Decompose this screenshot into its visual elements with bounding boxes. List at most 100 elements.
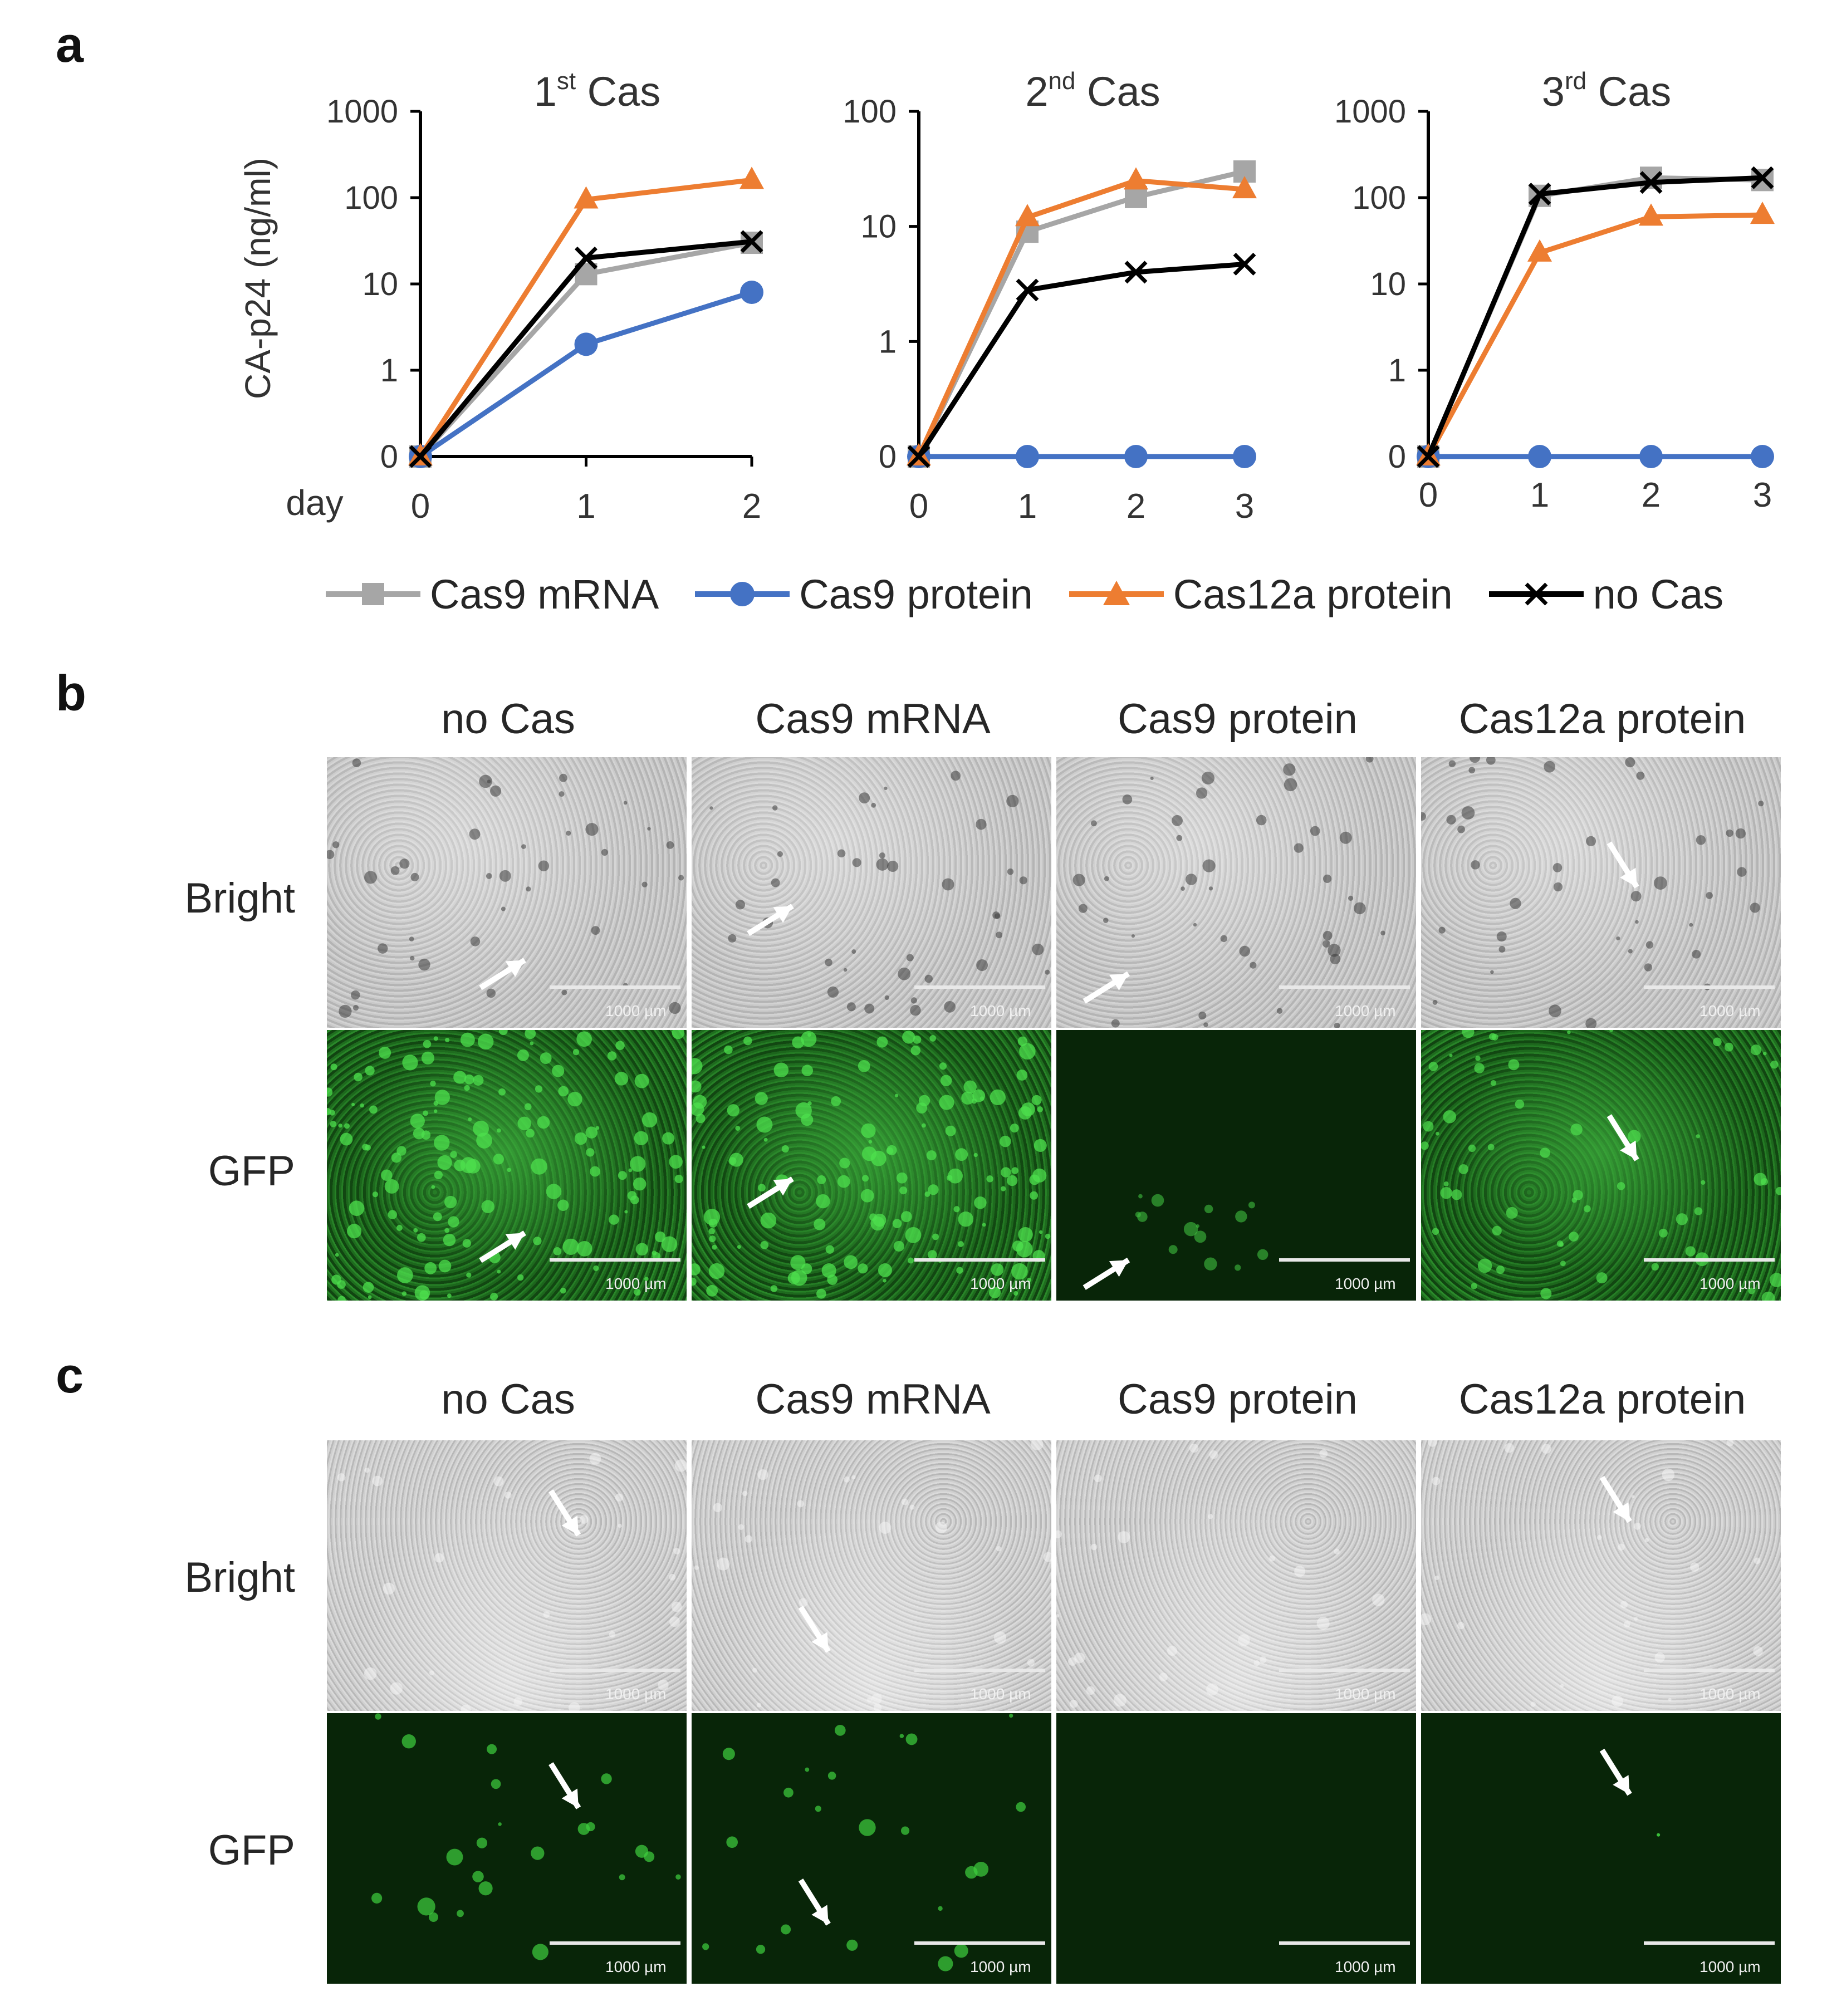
cell-spot	[1651, 1263, 1659, 1271]
cell-spot	[1471, 860, 1480, 870]
cell-spot	[572, 1049, 580, 1056]
cell-spot	[477, 1033, 494, 1050]
data-point-triangle	[574, 186, 599, 209]
cell-spot	[910, 1004, 921, 1016]
cell-spot	[340, 1132, 353, 1146]
cell-spot	[873, 1213, 886, 1227]
cell-spot	[1011, 1167, 1018, 1174]
cell-spot	[939, 1095, 954, 1110]
cell-spot	[939, 1062, 947, 1070]
cell-spot	[1515, 1099, 1525, 1109]
cell-spot	[497, 1269, 501, 1274]
y-tick-label: 1	[380, 352, 398, 389]
cell-spot	[1056, 1614, 1060, 1618]
cell-spot	[825, 958, 832, 967]
cell-spot	[1031, 1095, 1042, 1105]
cell-spot	[1585, 1018, 1597, 1028]
cell-spot	[1570, 1123, 1583, 1136]
scale-bar	[550, 1258, 680, 1262]
bright-field-image: 1000 µm	[1420, 756, 1782, 1029]
cell-spot	[908, 1257, 914, 1264]
data-point-circle	[1016, 445, 1039, 468]
cell-spot	[1168, 1245, 1178, 1254]
scale-bar	[914, 1669, 1045, 1672]
cell-spot	[708, 1228, 715, 1235]
cell-spot	[601, 848, 608, 856]
cell-spot	[1294, 1566, 1306, 1577]
cell-spot	[861, 1175, 869, 1182]
cell-spot	[1421, 1613, 1432, 1626]
cell-spot	[579, 1515, 589, 1524]
cell-spot	[954, 1944, 968, 1958]
cell-spot	[990, 1089, 1006, 1106]
micrograph-texture	[709, 771, 1050, 1016]
cell-spot	[1713, 1037, 1722, 1047]
cell-spot	[1636, 771, 1645, 780]
cell-spot	[1645, 941, 1654, 949]
cell-spot	[876, 858, 889, 871]
arrow-icon	[1083, 971, 1130, 1004]
data-point-x	[907, 445, 930, 468]
series-line	[419, 290, 753, 459]
cell-spot	[1696, 835, 1706, 845]
cell-spot	[371, 1892, 383, 1904]
cell-spot	[445, 1037, 450, 1043]
cell-spot	[402, 1054, 418, 1071]
cell-spot	[924, 1191, 930, 1197]
cell-spot	[868, 1140, 873, 1144]
micrograph-texture	[337, 1453, 687, 1711]
cell-spot	[1198, 1012, 1207, 1020]
x-tick-label: 0	[1419, 476, 1438, 514]
cell-spot	[859, 792, 870, 804]
cell-spot	[669, 1002, 681, 1014]
data-point-triangle	[739, 166, 764, 189]
cell-spot	[372, 1475, 383, 1487]
cell-spot	[1284, 778, 1297, 792]
cell-spot	[1070, 1699, 1078, 1708]
y-tick-label: 0	[1388, 439, 1406, 475]
series-line	[917, 261, 1245, 458]
cell-spot	[958, 1211, 974, 1227]
cell-spot	[791, 1269, 807, 1286]
cell-spot	[918, 1095, 930, 1107]
cell-spot	[866, 1697, 873, 1703]
y-tick-label: 10	[362, 266, 398, 302]
cell-spot	[618, 1523, 622, 1528]
cell-spot	[337, 1296, 346, 1301]
cell-spot	[953, 1206, 960, 1213]
data-point-triangle	[1124, 167, 1148, 190]
cell-spot	[674, 1459, 687, 1472]
cell-spot	[1468, 1144, 1476, 1152]
cell-spot	[1421, 812, 1426, 821]
cell-spot	[434, 1170, 443, 1180]
cell-spot	[858, 1059, 870, 1072]
data-point-x	[740, 230, 763, 253]
row-label-bright: Bright	[184, 875, 295, 922]
data-point-circle	[740, 281, 763, 305]
cell-spot	[792, 1036, 805, 1049]
cell-spot	[1091, 820, 1097, 827]
cell-spot	[1461, 806, 1475, 820]
cell-spot	[1701, 1180, 1706, 1185]
x-tick-label: 0	[909, 487, 928, 526]
scale-bar	[1644, 985, 1775, 989]
cell-spot	[692, 1058, 703, 1075]
cell-spot	[1616, 936, 1620, 941]
cell-spot	[574, 1132, 587, 1145]
cell-spot	[364, 871, 378, 884]
cell-spot	[1150, 776, 1154, 781]
cell-spot	[760, 1212, 777, 1229]
cell-spot	[757, 1469, 768, 1480]
cell-spot	[1471, 1283, 1477, 1289]
arrow-icon	[479, 958, 526, 990]
cell-spot	[1508, 1059, 1520, 1071]
series-line	[916, 178, 1245, 458]
cell-spot	[989, 1286, 1001, 1298]
cell-spot	[428, 1912, 439, 1922]
scale-bar	[1279, 1258, 1410, 1262]
cell-spot	[434, 1135, 450, 1151]
y-tick-label: 10	[1370, 266, 1406, 302]
cell-spot	[447, 1293, 452, 1298]
cell-spot	[498, 1030, 508, 1036]
